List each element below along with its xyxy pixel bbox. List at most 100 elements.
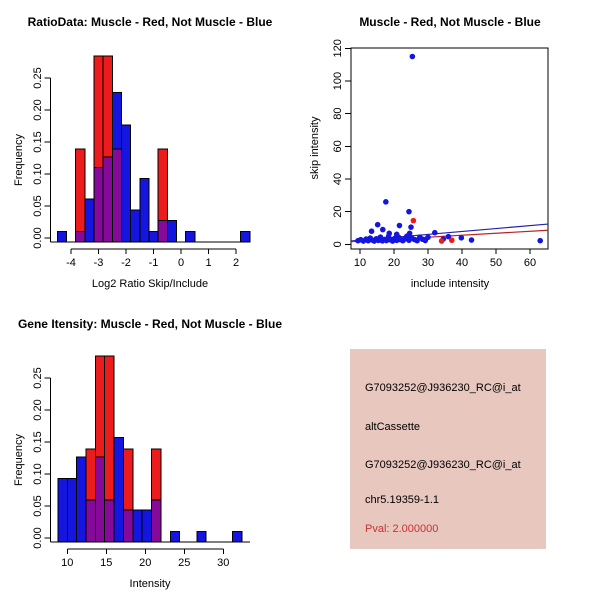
x-tick-label: 40: [456, 257, 468, 269]
x-tick-label: 1: [205, 257, 211, 269]
hist-bar-overlap: [94, 456, 106, 543]
y-tick-label: 0.10: [32, 163, 44, 184]
hist-bar-blue: [139, 177, 150, 243]
hist-bar-red: [75, 148, 86, 243]
location-text: chr5.19359-1.1: [365, 494, 439, 506]
x-tick-label: 30: [217, 557, 229, 569]
hist-bar-blue: [169, 531, 181, 543]
x-tick-label: 10: [61, 557, 73, 569]
hist-bar-blue: [132, 509, 143, 543]
hist-bar-overlap: [122, 509, 134, 543]
x-tick-label: 50: [490, 257, 502, 269]
hist-bar-blue: [185, 231, 196, 243]
x-tick-label: 30: [422, 257, 434, 269]
hist-bar-blue: [196, 531, 207, 543]
hist-bar-overlap: [111, 148, 122, 243]
hist-bar-blue: [66, 477, 78, 543]
pval-text: Pval: 2.000000: [365, 523, 439, 535]
y-tick-label: 0.20: [32, 399, 44, 420]
hist-bar-blue: [141, 509, 153, 543]
ratio-histogram-title: RatioData: Muscle - Red, Not Muscle - Bl…: [27, 15, 273, 29]
ratio-histogram-plot: 0.00 0.05 0.10 0.15 0.20 0.25 -4 -3 -2 -1 0 1 2: [32, 55, 251, 269]
scatter-point-red: [438, 238, 445, 244]
x-tick-label: 25: [178, 557, 190, 569]
scatter-point-blue: [379, 226, 386, 233]
hist-bar-overlap: [93, 166, 104, 243]
hist-bar-overlap: [85, 499, 96, 543]
scatter-point-blue: [374, 221, 381, 228]
hist-bar-blue: [84, 198, 95, 243]
hist-bar-blue: [240, 231, 251, 243]
scatter-point-blue: [445, 233, 452, 240]
gene-intensity-histogram-title: Gene Itensity: Muscle - Red, Not Muscle …: [17, 317, 283, 331]
gene-intensity-histogram-plot: 0.00 0.05 0.10 0.15 0.20 0.25 10 15 20 25 30: [32, 355, 250, 569]
plot-box: [350, 47, 549, 250]
scatter-point-blue: [458, 234, 465, 241]
hist-bar-blue: [57, 477, 68, 543]
hist-bar-blue: [166, 220, 177, 243]
hist-bar-overlap: [104, 499, 115, 543]
x-tick-label: 2: [233, 257, 239, 269]
ratio-histogram-xlabel: Log2 Ratio Skip/Include: [91, 278, 209, 290]
scatter-xlabel: include intensity: [410, 278, 490, 290]
hist-bar-overlap: [157, 220, 168, 243]
x-tick-label: 20: [139, 557, 151, 569]
scatter-point-red: [410, 217, 417, 224]
x-tick-label: 20: [388, 257, 400, 269]
y-tick-label: 60: [332, 140, 344, 152]
y-tick-label: 20: [332, 206, 344, 218]
x-tick-label: -3: [94, 257, 104, 269]
y-tick-label: 80: [332, 108, 344, 120]
probe-info-box: G7093252@J936230_RC@i_at altCassette G70…: [350, 349, 546, 549]
hist-bar-blue: [56, 231, 67, 243]
y-tick-label: 0.15: [32, 131, 44, 152]
y-tick-label: 0.00: [32, 227, 44, 248]
scatter-point-blue: [383, 199, 389, 205]
y-tick-label: 0.00: [32, 527, 44, 548]
x-tick-label: 0: [178, 257, 184, 269]
hist-bar-blue: [120, 124, 132, 243]
hist-bar-blue: [113, 436, 124, 543]
hist-bar-blue: [76, 456, 87, 543]
gene-intensity-histogram-xlabel: Intensity: [129, 578, 171, 590]
y-tick-label: 0.25: [32, 67, 44, 88]
y-tick-label: 0.10: [32, 463, 44, 484]
scatter-point-blue: [368, 228, 375, 235]
scatter-point-blue: [396, 222, 403, 229]
scatter-point-blue: [406, 208, 412, 215]
y-tick-label: 0.05: [32, 495, 44, 516]
hist-bar-blue: [130, 209, 141, 243]
x-tick-label: 60: [524, 257, 536, 269]
scatter-point-blue: [537, 237, 543, 244]
scatter-point-blue: [409, 53, 416, 60]
probe-id-text: G7093252@J936230_RC@i_at: [365, 382, 521, 394]
x-tick-label: 15: [100, 557, 112, 569]
y-tick-label: 0.15: [32, 431, 44, 452]
y-tick-label: 0.25: [32, 367, 44, 388]
event-type-text: altCassette: [365, 421, 421, 433]
scatter-title: Muscle - Red, Not Muscle - Blue: [359, 15, 541, 29]
hist-bar-blue: [232, 531, 243, 543]
hist-bar-overlap: [151, 499, 162, 543]
x-tick-label: -2: [121, 257, 131, 269]
x-tick-label: -4: [66, 257, 76, 269]
y-tick-label: 100: [332, 72, 344, 90]
y-tick-label: 40: [332, 173, 344, 185]
scatter-point-blue: [408, 224, 414, 230]
x-tick-label: -1: [149, 257, 159, 269]
y-tick-label: 120: [332, 39, 344, 57]
y-tick-label: 0.20: [32, 99, 44, 120]
scatter-point-blue: [468, 237, 475, 243]
x-tick-label: 10: [354, 257, 366, 269]
scatter-point-red: [449, 237, 455, 244]
scatter-point-blue: [432, 229, 438, 236]
hist-bar-blue: [148, 231, 159, 243]
scatter-point-blue: [422, 237, 429, 244]
hist-bar-overlap: [102, 156, 113, 243]
y-tick-label: 0: [332, 241, 344, 247]
hist-bar-overlap: [75, 231, 86, 243]
probe-id-2-text: G7093252@J936230_RC@i_at: [365, 459, 521, 471]
y-tick-label: 0.05: [32, 195, 44, 216]
intensity-scatter-plot: 0 20 40 60 80 100 120 10 20 30 40 50 60: [332, 39, 549, 269]
